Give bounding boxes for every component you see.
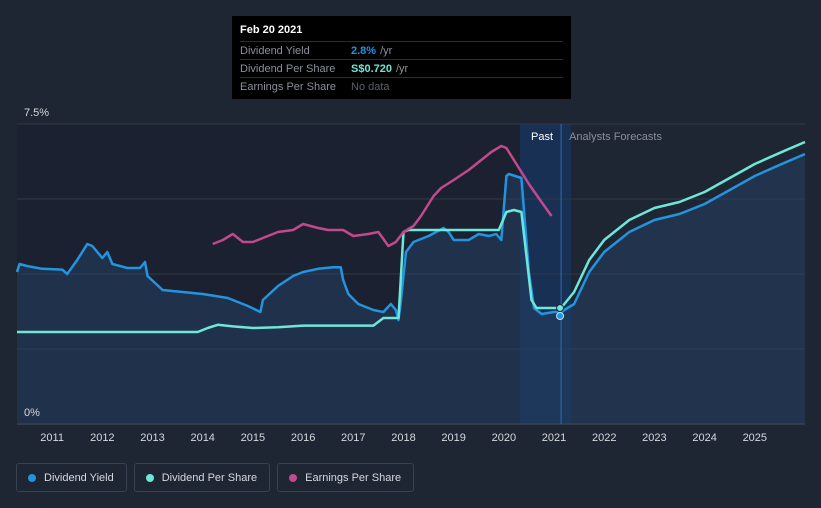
x-tick-label: 2022 [592, 432, 616, 444]
series-lines [15, 140, 806, 334]
x-tick-label: 2013 [140, 432, 164, 444]
tooltip-unit: /yr [380, 44, 393, 57]
x-tick-label: 2016 [291, 432, 315, 444]
legend-item-earnings-per-share[interactable]: Earnings Per Share [277, 463, 415, 492]
x-tick-label: 2012 [90, 432, 114, 444]
legend-label: Dividend Per Share [161, 471, 258, 484]
dividend-yield-area [17, 154, 805, 424]
series-line-dividend-per-share [17, 140, 806, 334]
legend-item-dividend-per-share[interactable]: Dividend Per Share [133, 463, 271, 492]
x-tick-label: 2020 [492, 432, 516, 444]
y-tick-label-top: 7.5% [24, 107, 49, 119]
tooltip-value: No data [351, 80, 390, 93]
legend-dot-icon [289, 473, 298, 482]
tooltip-row-eps: Earnings Per Share No data [240, 77, 563, 95]
x-tick-label: 2025 [743, 432, 767, 444]
series-line-dividend-yield [15, 152, 806, 322]
x-axis-ticks: 2011 2012 2013 2014 2015 2016 2017 2018 2019 2020… [40, 432, 767, 444]
series-line-earnings-per-share [212, 144, 553, 248]
legend-dot-icon [145, 473, 154, 482]
x-tick-label: 2015 [241, 432, 265, 444]
forecast-region-label: Analysts Forecasts [569, 131, 662, 143]
x-tick-label: 2014 [190, 432, 214, 444]
legend-item-dividend-yield[interactable]: Dividend Yield [16, 463, 127, 492]
y-tick-label-bottom: 0% [24, 407, 40, 419]
series-areas [17, 154, 805, 424]
x-tick-label: 2021 [542, 432, 566, 444]
tooltip-label: Earnings Per Share [240, 80, 336, 93]
x-tick-label: 2024 [692, 432, 716, 444]
tooltip-value: S$0.720 [351, 62, 392, 75]
legend-label: Earnings Per Share [305, 471, 402, 484]
x-tick-label: 2018 [391, 432, 415, 444]
legend: Dividend Yield Dividend Per Share Earnin… [16, 463, 415, 492]
tooltip-value: 2.8% [351, 44, 377, 57]
tooltip-date: Feb 20 2021 [240, 24, 303, 36]
x-tick-label: 2023 [642, 432, 666, 444]
tooltip-unit: /yr [395, 62, 409, 75]
x-tick-label: 2017 [341, 432, 365, 444]
tooltip-row-dps: Dividend Per Share S$0.720 /yr [240, 59, 563, 77]
hover-markers [556, 304, 565, 320]
x-tick-label: 2011 [40, 432, 64, 444]
tooltip-row-yield: Dividend Yield 2.8% /yr [240, 41, 563, 59]
marker-dividend-yield [556, 312, 565, 320]
tooltip-label: Dividend Yield [240, 44, 310, 57]
marker-dividend-per-share [556, 304, 565, 312]
legend-dot-icon [28, 473, 36, 482]
past-region-label: Past [531, 131, 553, 143]
legend-label: Dividend Yield [44, 471, 114, 484]
tooltip-label: Dividend Per Share [240, 62, 336, 75]
x-tick-label: 2019 [441, 432, 465, 444]
tooltip: Feb 20 2021 Dividend Yield 2.8% /yr Divi… [232, 16, 571, 99]
